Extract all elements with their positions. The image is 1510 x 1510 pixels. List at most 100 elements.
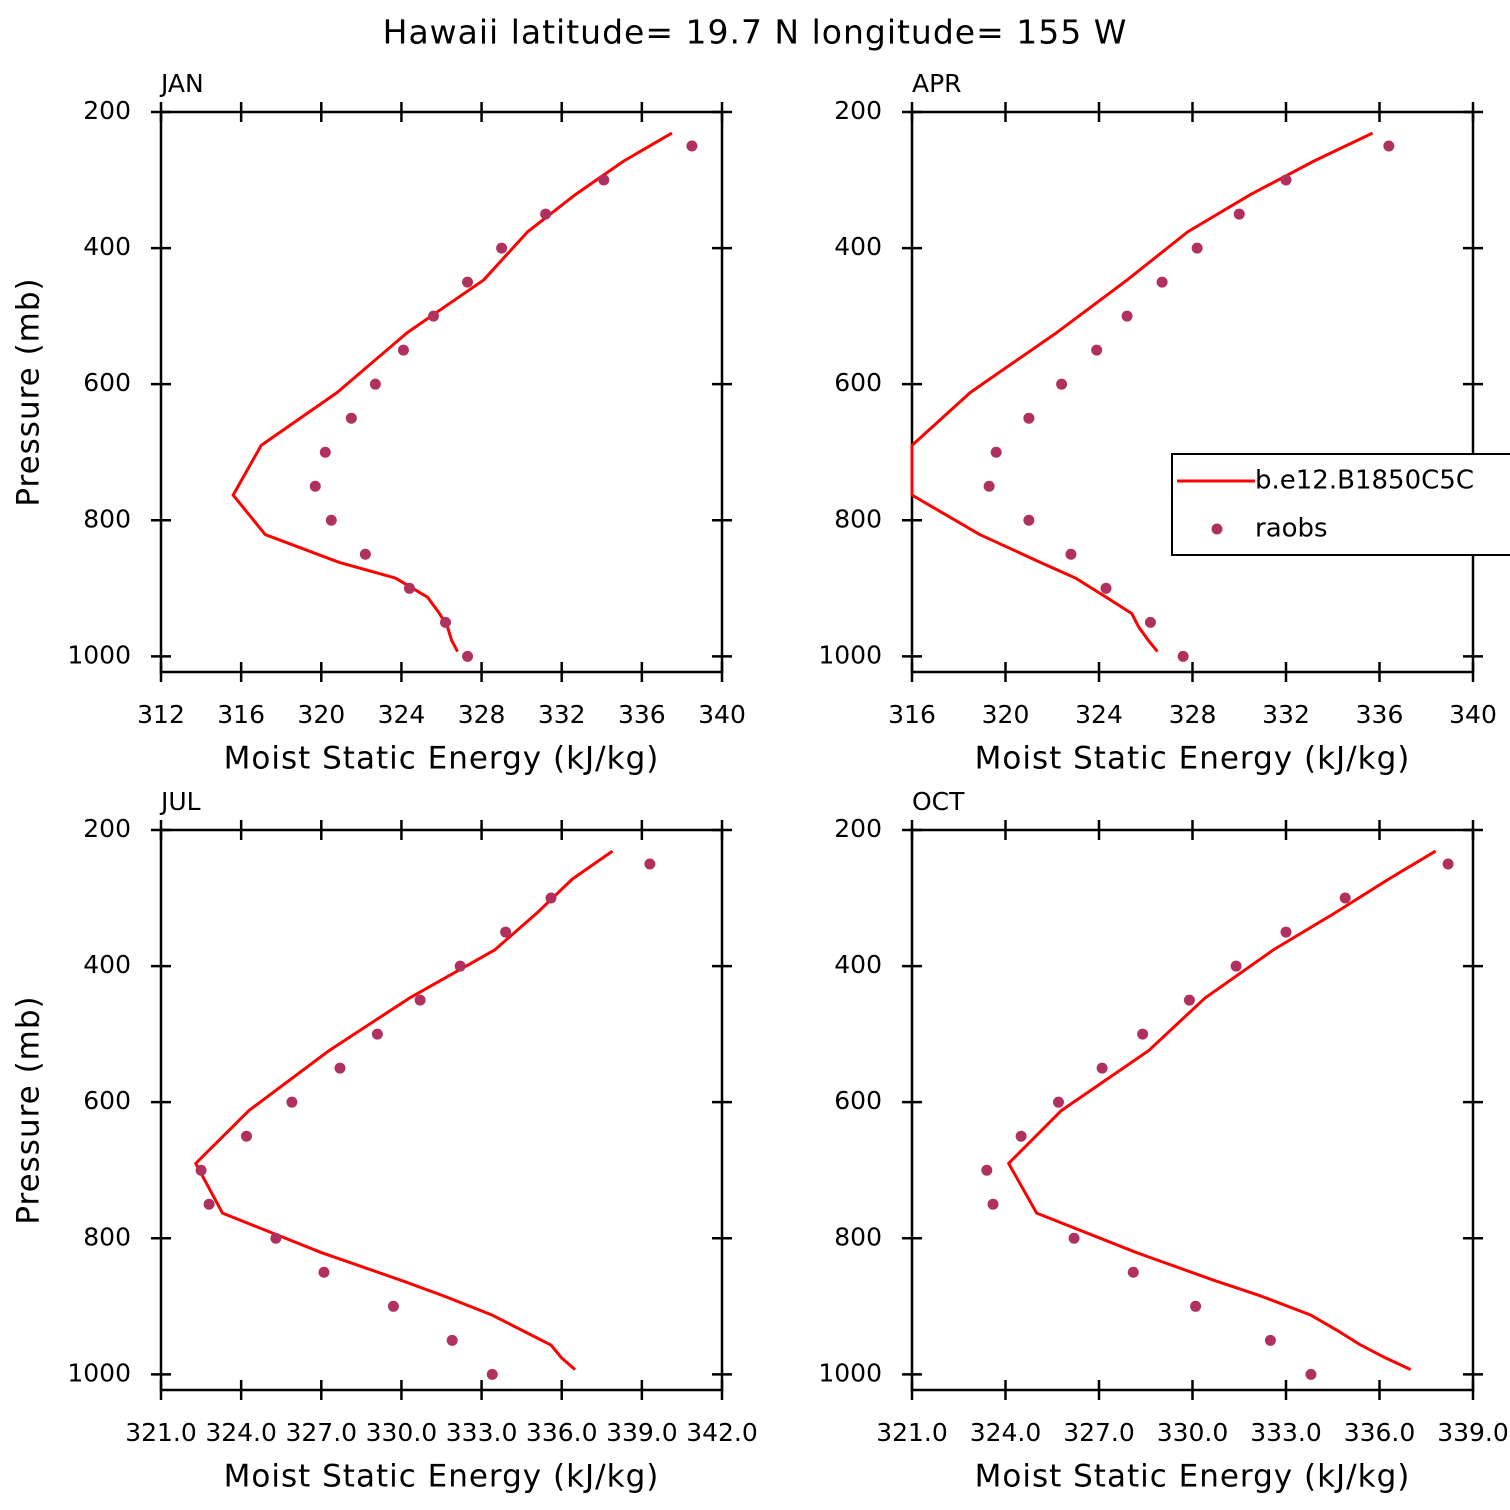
- obs-point: [240, 1130, 252, 1142]
- x-axis-label: Moist Static Energy (kJ/kg): [975, 1459, 1411, 1495]
- obs-point: [1023, 514, 1035, 526]
- obs-point: [454, 960, 466, 972]
- y-tick-label: 200: [83, 814, 131, 843]
- panel-title: APR: [912, 69, 962, 98]
- obs-point: [1280, 926, 1292, 938]
- x-tick-label: 328: [1169, 700, 1217, 729]
- obs-point: [286, 1096, 298, 1108]
- obs-point: [1015, 1130, 1027, 1142]
- x-tick-label: 339.0: [606, 1418, 678, 1447]
- x-tick-label: 336: [1356, 700, 1404, 729]
- x-tick-label: 320: [297, 700, 345, 729]
- x-tick-label: 316: [217, 700, 265, 729]
- x-tick-label: 333.0: [1250, 1418, 1322, 1447]
- x-tick-label: 333.0: [446, 1418, 518, 1447]
- obs-point: [334, 1062, 346, 1074]
- y-tick-label: 200: [834, 814, 882, 843]
- obs-point: [1144, 616, 1156, 628]
- model-line: [910, 131, 1374, 653]
- x-tick-label: 336: [618, 700, 666, 729]
- x-tick-label: 327.0: [1063, 1418, 1135, 1447]
- obs-point: [270, 1232, 282, 1244]
- x-tick-label: 312: [137, 700, 185, 729]
- obs-point: [195, 1164, 207, 1176]
- plot-frame: [159, 828, 724, 1392]
- obs-point: [1023, 412, 1035, 424]
- panel: OCT 321.0 324.0 327.0 330.0 333.0 336.0 339.0 20…: [818, 787, 1508, 1495]
- x-tick-label: 339.0: [1437, 1418, 1509, 1447]
- x-tick-label: 342.0: [686, 1418, 758, 1447]
- obs-point: [1068, 1232, 1080, 1244]
- y-tick-label: 600: [83, 368, 131, 397]
- obs-point: [446, 1334, 458, 1346]
- x-tick-label: 324.0: [205, 1418, 277, 1447]
- legend-label: raobs: [1255, 514, 1328, 544]
- obs-point: [1056, 378, 1068, 390]
- y-tick-label: 600: [834, 368, 882, 397]
- model-line: [231, 131, 673, 653]
- y-tick-label: 200: [834, 96, 882, 125]
- legend-swatch: [1211, 523, 1223, 535]
- y-tick-label: 400: [83, 950, 131, 979]
- obs-point: [1052, 1096, 1064, 1108]
- obs-point: [1191, 242, 1203, 254]
- obs-point: [990, 446, 1002, 458]
- panel: APR 316 320 324 328 332 336 340 200 400 600 800 1000…: [818, 69, 1510, 777]
- obs-point: [496, 242, 508, 254]
- x-tick-label: 330.0: [366, 1418, 438, 1447]
- x-axis-label: Moist Static Energy (kJ/kg): [224, 1459, 660, 1495]
- obs-point: [1339, 892, 1351, 904]
- plot-frame: [159, 110, 724, 674]
- x-tick-label: 321.0: [125, 1418, 197, 1447]
- obs-point: [440, 616, 452, 628]
- obs-point: [1233, 208, 1245, 220]
- obs-point: [486, 1368, 498, 1380]
- y-tick-label: 600: [83, 1086, 131, 1115]
- obs-point: [1442, 858, 1454, 870]
- obs-point: [1100, 582, 1112, 594]
- panel: JAN 312 316 320 324 328 332 336 340 200 400 600 800 1…: [11, 69, 746, 777]
- obs-point: [1280, 174, 1292, 186]
- y-tick-label: 200: [83, 96, 131, 125]
- y-axis-label: Pressure (mb): [11, 277, 47, 506]
- plot-frame: [910, 110, 1475, 674]
- x-tick-label: 324.0: [970, 1418, 1042, 1447]
- obs-point: [1096, 1062, 1108, 1074]
- obs-point: [309, 480, 321, 492]
- obs-point: [1137, 1028, 1149, 1040]
- x-tick-label: 324: [378, 700, 426, 729]
- x-tick-label: 327.0: [285, 1418, 357, 1447]
- y-axis-label: Pressure (mb): [11, 995, 47, 1224]
- x-tick-label: 330.0: [1157, 1418, 1229, 1447]
- obs-point: [319, 446, 331, 458]
- x-tick-label: 321.0: [876, 1418, 948, 1447]
- panel-title: JAN: [159, 69, 204, 98]
- obs-point: [1305, 1368, 1317, 1380]
- x-tick-label: 336.0: [526, 1418, 598, 1447]
- obs-point: [981, 1164, 993, 1176]
- obs-point: [598, 174, 610, 186]
- obs-point: [371, 1028, 383, 1040]
- obs-point: [1177, 650, 1189, 662]
- y-tick-label: 1000: [818, 1358, 882, 1387]
- y-tick-label: 1000: [67, 640, 131, 669]
- obs-point: [1383, 140, 1395, 152]
- x-tick-label: 332: [1262, 700, 1310, 729]
- obs-point: [545, 892, 557, 904]
- x-tick-label: 320: [982, 700, 1030, 729]
- obs-point: [1190, 1300, 1202, 1312]
- obs-point: [387, 1300, 399, 1312]
- obs-point: [1091, 344, 1103, 356]
- obs-point: [987, 1198, 999, 1210]
- y-tick-label: 1000: [818, 640, 882, 669]
- y-tick-label: 400: [834, 950, 882, 979]
- y-tick-label: 1000: [67, 1358, 131, 1387]
- y-tick-label: 400: [83, 232, 131, 261]
- y-tick-label: 800: [834, 1222, 882, 1251]
- model-line: [194, 849, 614, 1371]
- obs-point: [359, 548, 371, 560]
- y-tick-label: 800: [834, 504, 882, 533]
- obs-point: [686, 140, 698, 152]
- obs-point: [983, 480, 995, 492]
- figure-title: Hawaii latitude= 19.7 N longitude= 155 W: [383, 13, 1128, 52]
